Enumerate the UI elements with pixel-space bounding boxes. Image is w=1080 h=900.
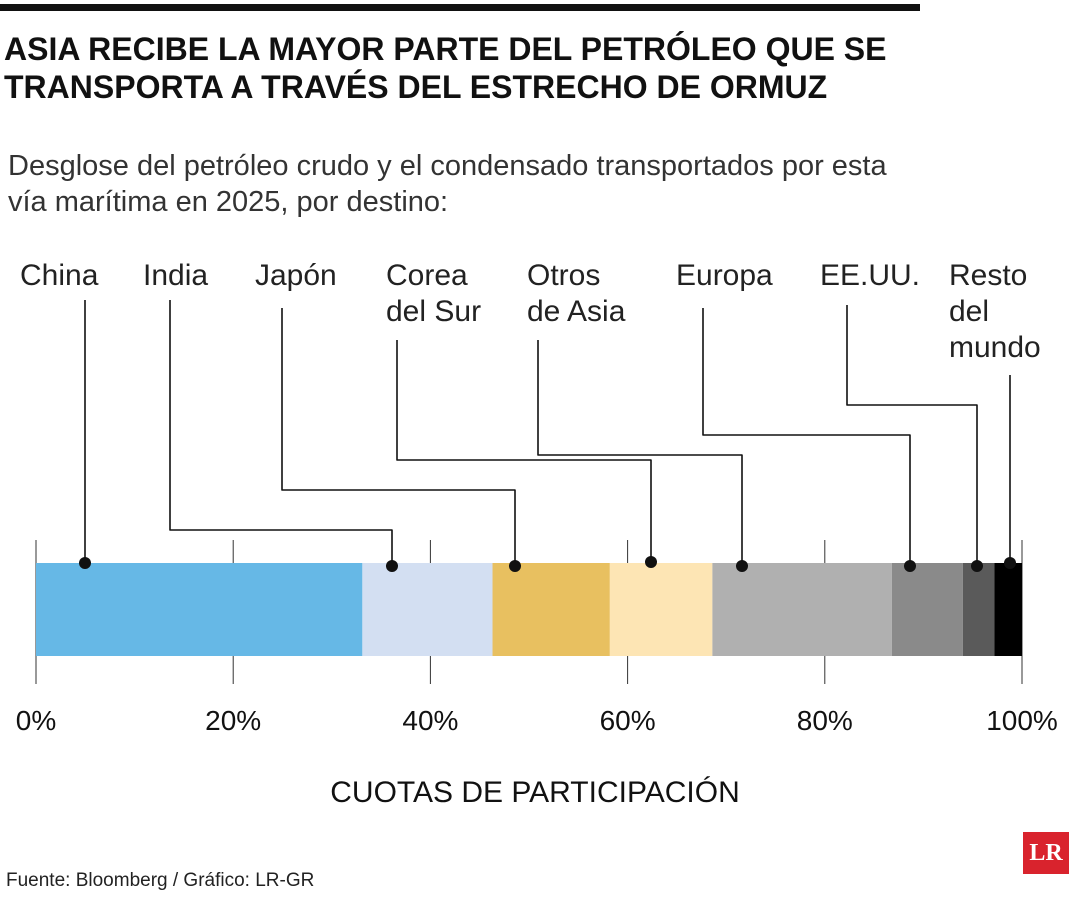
leader-line [396, 340, 652, 562]
leader-line [846, 305, 978, 566]
leader-dot [971, 560, 983, 572]
bar-segment [492, 563, 610, 656]
leader-dot [1004, 557, 1016, 569]
leader-line [537, 340, 743, 566]
category-label: Japón [255, 259, 337, 292]
category-label: Resto del mundo [949, 259, 1041, 364]
leader-dot [736, 560, 748, 572]
bar-segment [362, 563, 493, 656]
category-label: China [20, 259, 99, 292]
leader-line [702, 308, 911, 566]
x-tick-label: 60% [599, 705, 656, 736]
category-label: Europa [676, 259, 773, 292]
bar-segment [609, 563, 713, 656]
category-label: EE.UU. [820, 259, 921, 292]
x-tick-label: 40% [402, 705, 459, 736]
x-axis-label: CUOTAS DE PARTICIPACIÓN [330, 776, 740, 809]
x-tick-label: 100% [986, 705, 1058, 736]
chart-title: ASIA RECIBE LA MAYOR PARTE DEL PETRÓLEO … [4, 31, 887, 105]
source: Fuente: Bloomberg / Gráfico: LR-GR [6, 870, 315, 891]
x-tick-label: 80% [796, 705, 853, 736]
category-label: Otros de Asia [527, 259, 626, 328]
bar-segment [36, 563, 363, 656]
bar-segment [962, 563, 995, 656]
category-label: Corea del Sur [386, 259, 482, 328]
logo: LR [1023, 832, 1069, 874]
leader-dot [509, 560, 521, 572]
top-rule [0, 4, 920, 11]
bar-segment [994, 563, 1022, 656]
leader-dot [386, 560, 398, 572]
chart-subtitle: Desglose del petróleo crudo y el condens… [8, 150, 887, 218]
leader-dot [904, 560, 916, 572]
x-tick-label: 0% [15, 705, 57, 736]
bar-segment [891, 563, 963, 656]
leader-dot [79, 557, 91, 569]
leader-line [169, 300, 393, 566]
leader-line [281, 308, 516, 566]
leader-dot [645, 556, 657, 568]
category-label: India [143, 259, 209, 292]
x-tick-label: 20% [205, 705, 262, 736]
bar-segment [712, 563, 892, 656]
